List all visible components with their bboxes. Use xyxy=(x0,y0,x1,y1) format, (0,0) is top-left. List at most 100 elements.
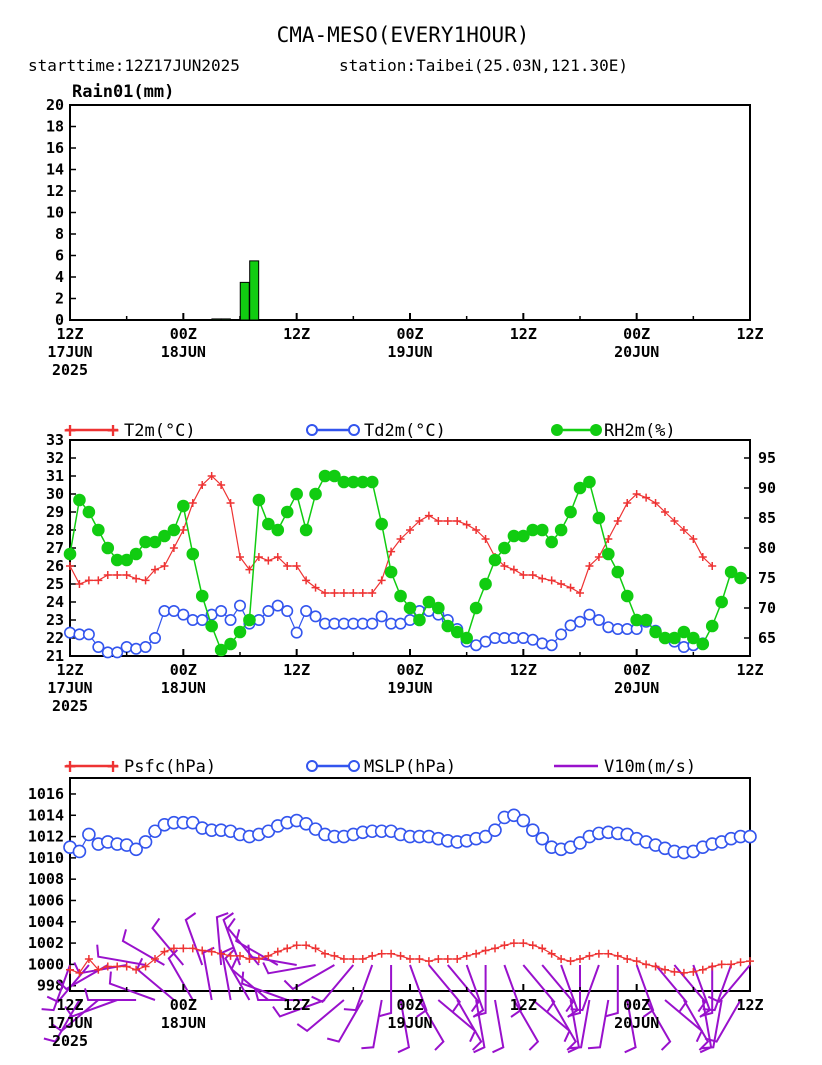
v10m-barb xyxy=(704,999,742,1043)
pressure-y-tick-label: 1016 xyxy=(28,785,64,803)
psfc-point xyxy=(434,955,443,964)
td2m-legend-marker-left xyxy=(306,424,318,436)
t2m-point xyxy=(368,589,377,597)
t2m-point xyxy=(330,589,339,597)
t2m-point xyxy=(698,553,707,561)
rh2m-point xyxy=(271,523,285,537)
t2m-point xyxy=(396,535,405,543)
psfc-point xyxy=(538,944,547,953)
rh2m-legend: RH2m(%) xyxy=(551,421,676,441)
rh2m-point xyxy=(649,625,662,639)
rh2m-point xyxy=(233,625,247,639)
psfc-point xyxy=(94,965,103,974)
t2m-point xyxy=(519,571,528,579)
rain-x-tick-label: 12Z xyxy=(510,325,537,343)
psfc-point xyxy=(396,951,405,960)
psfc-point xyxy=(443,955,452,964)
td2m-point xyxy=(111,646,124,659)
rh-y-tick-label: 70 xyxy=(758,599,776,617)
psfc-point xyxy=(321,949,329,958)
v10m-barb xyxy=(343,964,374,1012)
v10m-barb xyxy=(311,964,355,1004)
pressure-y-tick-label: 1000 xyxy=(28,955,64,973)
psfc-point xyxy=(613,951,622,960)
pressure-x-tick-label: 2025 xyxy=(52,1032,88,1050)
td2m-point xyxy=(545,639,558,652)
psfc-point xyxy=(339,955,348,964)
psfc-legend-label: Psfc(hPa) xyxy=(124,757,216,777)
v10m-barb xyxy=(64,999,118,1018)
rh2m-point xyxy=(195,589,209,603)
rain-x-tick-label: 12Z xyxy=(736,325,763,343)
rh2m-point xyxy=(677,625,691,639)
rh2m-point xyxy=(602,547,615,561)
rh2m-point xyxy=(214,643,228,657)
v10m-barb xyxy=(513,999,540,1051)
pressure-y-tick-label: 1012 xyxy=(28,828,64,846)
rain-y-tick-label: 4 xyxy=(55,268,64,286)
v10m-barb xyxy=(151,917,185,966)
t2m-point xyxy=(566,583,575,592)
t2m-point xyxy=(424,511,433,520)
psfc-point xyxy=(273,947,282,956)
rh2m-point xyxy=(403,601,417,615)
rh2m-point xyxy=(535,523,549,537)
psfc-point xyxy=(141,962,150,971)
td2m-point xyxy=(536,637,549,650)
psfc-point xyxy=(198,946,207,955)
mslp-legend-marker-left xyxy=(306,760,318,772)
rh2m-point xyxy=(63,547,77,561)
psfc-point xyxy=(509,939,518,948)
rh2m-point xyxy=(186,547,200,561)
td2m-point xyxy=(196,613,209,626)
psfc-point xyxy=(424,957,433,966)
rh2m-point xyxy=(394,589,407,603)
rain-y-tick-label: 12 xyxy=(46,182,64,200)
rh2m-point xyxy=(564,505,577,519)
v10m-barb xyxy=(447,964,480,1013)
psfc-point xyxy=(245,955,254,964)
temp-y-tick-label: 22 xyxy=(46,629,64,647)
rain-x-tick-label: 00Z xyxy=(170,325,197,343)
v10m-barb xyxy=(222,912,241,966)
psfc-point xyxy=(160,947,169,956)
pressure-x-tick-label: 12Z xyxy=(510,996,537,1014)
td2m-legend-marker-right xyxy=(348,424,360,436)
psfc-point xyxy=(472,949,481,958)
td2m-point xyxy=(573,615,586,628)
rh2m-legend-marker-left xyxy=(551,424,563,436)
rh2m-point xyxy=(73,493,86,507)
v10m-barb xyxy=(167,949,194,1001)
t2m-point xyxy=(415,517,424,525)
rh2m-point xyxy=(328,469,341,483)
v10m-barb xyxy=(673,964,707,1013)
mslp-point xyxy=(535,831,550,846)
t2m-point xyxy=(509,565,518,574)
psfc-point xyxy=(632,957,641,966)
temp-y-tick-label: 25 xyxy=(46,575,64,593)
td2m-point xyxy=(130,642,143,655)
v10m-barb xyxy=(84,988,137,1001)
td2m-point xyxy=(224,613,237,626)
t2m-point xyxy=(151,565,159,574)
rh2m-point xyxy=(309,487,322,501)
rain-x-tick-label: 18JUN xyxy=(161,343,206,361)
psfc-point xyxy=(698,965,707,974)
rh2m-point xyxy=(280,505,294,519)
temp-x-tick-label: 00Z xyxy=(170,661,197,679)
psfc-legend-marker-right: + xyxy=(107,754,119,778)
rh2m-point xyxy=(299,523,313,537)
t2m-point xyxy=(113,571,122,579)
psfc-point xyxy=(576,955,584,964)
mslp-legend: MSLP(hPa) xyxy=(306,757,456,777)
rain-y-tick-label: 14 xyxy=(46,161,64,179)
v10m-barb xyxy=(202,946,215,1001)
t2m-point xyxy=(406,526,414,534)
v10m-barb xyxy=(570,964,600,1012)
t2m-point xyxy=(538,574,547,583)
rain-bar xyxy=(239,281,250,321)
rh2m-point xyxy=(167,523,181,537)
